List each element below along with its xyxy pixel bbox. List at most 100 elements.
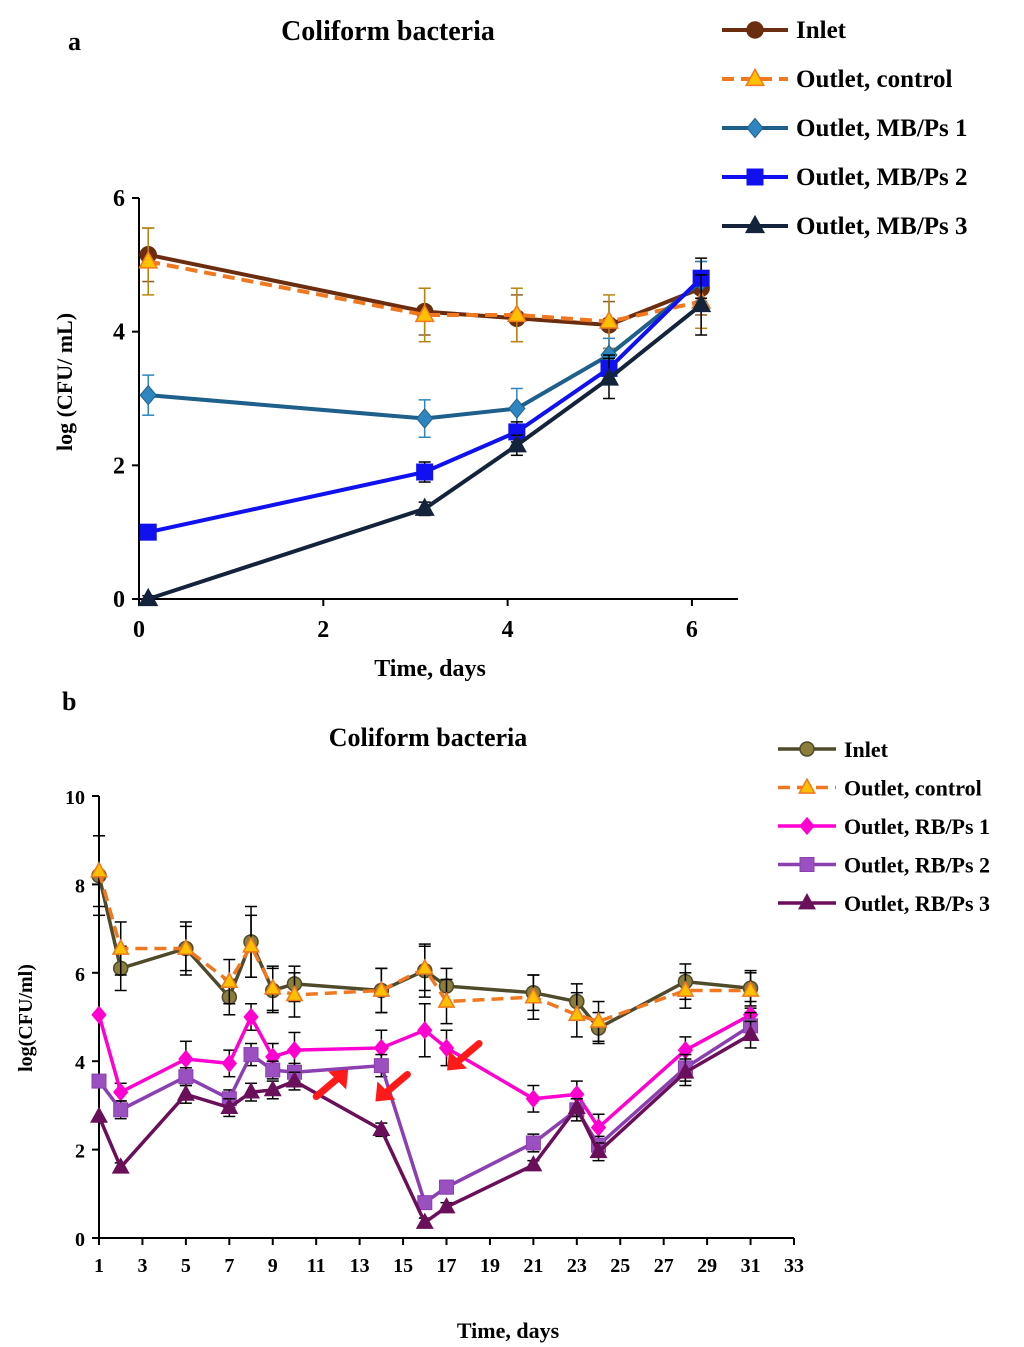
y-tick-label: 6 [75,964,85,986]
data-point [265,1062,281,1078]
y-tick-label: 0 [113,587,125,613]
series-outlet-mb-ps-3 [138,274,712,607]
data-point [242,936,260,953]
x-tick-label: 17 [437,1255,457,1277]
data-point [111,938,130,955]
data-point [676,1062,695,1079]
x-tick-label: 0 [133,617,145,643]
series-outlet-mb-ps-2 [139,257,710,541]
data-point [415,958,434,975]
data-point [220,1097,239,1114]
data-point [691,293,712,313]
legend-marker [799,741,815,757]
data-point [178,1049,194,1069]
data-point [90,861,108,878]
data-point [676,980,695,997]
data-point [438,1038,455,1058]
legend-marker [746,21,764,39]
data-point [113,1102,129,1118]
data-point [286,1040,303,1060]
data-point [598,310,620,329]
y-tick-label: 4 [75,1052,85,1074]
x-tick-label: 9 [268,1255,278,1277]
data-point [414,497,435,516]
data-point [437,991,456,1008]
data-point [178,1069,194,1085]
legend-label: Outlet, RB/Ps 1 [844,814,990,839]
data-point [372,1119,391,1137]
data-point [263,978,282,995]
data-point [372,980,391,997]
data-point [176,938,195,955]
data-point [416,463,434,481]
data-point [111,1157,130,1174]
red-arrow-icon [447,1040,483,1071]
data-point [373,1058,389,1074]
data-point [416,408,434,429]
legend-marker [746,117,764,139]
legend-marker [744,214,766,234]
y-tick-label: 10 [65,787,85,809]
data-point [242,1082,260,1099]
legend-label: Outlet, MB/Ps 1 [796,115,968,142]
chart-a-xlabel: Time, days [374,656,486,682]
legend-entry: Inlet [722,17,847,44]
data-point [91,1073,107,1089]
red-arrow-icon [375,1070,411,1102]
legend-entry: Outlet, RB/Ps 1 [778,814,990,839]
panel-label-b: b [62,687,76,716]
legend-marker [799,816,815,836]
x-tick-label: 7 [224,1255,234,1277]
data-point [243,1007,259,1027]
legend-marker [746,168,764,186]
data-point [589,1011,608,1028]
chart-b-title: Coliform bacteria [329,723,528,752]
legend-entry: Outlet, MB/Ps 1 [722,115,968,142]
panel-label-a: a [68,27,81,56]
data-point [414,303,435,323]
data-point [439,1179,454,1195]
legend-marker [798,893,816,910]
data-point [91,1005,107,1024]
data-point [508,398,526,419]
legend-label: Outlet, control [844,776,982,801]
data-point [589,1141,608,1159]
legend-label: Outlet, MB/Ps 3 [796,213,968,240]
arrow-head [447,1050,468,1071]
data-point [567,1004,586,1022]
legend-label: Inlet [796,17,847,44]
data-point [243,1047,259,1063]
chart-a-title: Coliform bacteria [281,16,495,47]
legend-label: Outlet, control [796,66,953,93]
data-point [741,980,760,997]
x-tick-label: 27 [654,1255,674,1277]
data-point [598,367,620,386]
series-line [97,870,751,1024]
legend-entry: Outlet, control [778,776,982,801]
data-point [113,1082,129,1102]
data-point [524,987,543,1004]
x-tick-label: 2 [317,617,329,643]
data-point [139,523,157,541]
x-tick-label: 29 [697,1255,717,1277]
data-point [138,250,159,269]
x-tick-label: 3 [137,1255,147,1277]
x-tick-label: 1 [94,1255,104,1277]
chart-b-ylabel: log(CFU/ml) [15,964,37,1072]
data-point [263,1079,282,1097]
data-point [221,1054,237,1073]
data-point [524,1155,543,1172]
series-line [97,1033,752,1226]
x-tick-label: 19 [480,1255,500,1277]
legend-entry: Outlet, MB/Ps 3 [722,213,968,240]
arrow-head [375,1081,396,1102]
data-point [741,1024,760,1042]
data-point [417,1195,433,1211]
legend-entry: Outlet, RB/Ps 3 [778,891,990,916]
y-tick-label: 2 [75,1141,85,1163]
series-outlet-rb-ps-3 [90,1020,760,1229]
legend-entry: Inlet [778,737,889,762]
legend-label: Outlet, RB/Ps 2 [844,853,990,878]
legend-marker [799,857,815,872]
data-point [567,1097,586,1114]
